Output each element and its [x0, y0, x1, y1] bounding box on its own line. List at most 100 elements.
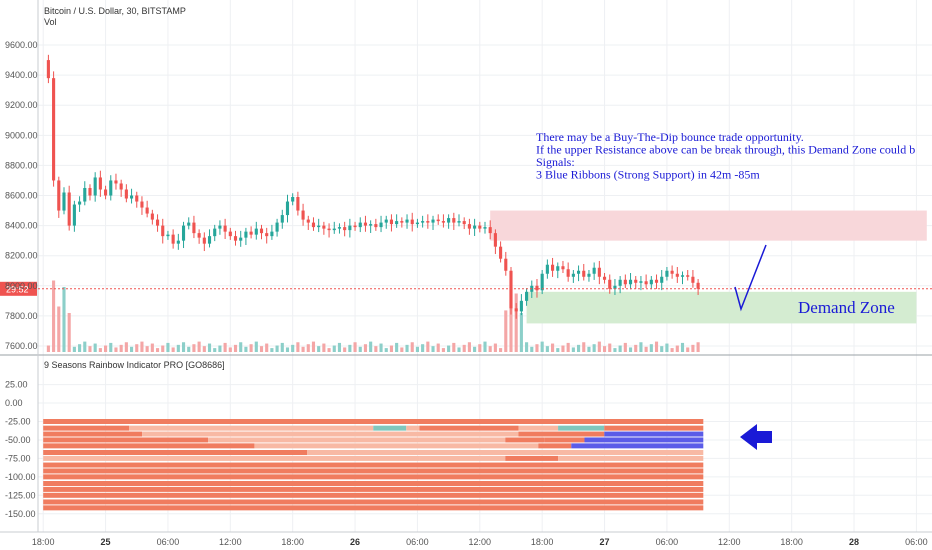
time-tick-3: 12:00	[219, 537, 242, 547]
volume-bar-93	[525, 342, 529, 352]
volume-bar-54	[322, 343, 326, 352]
indicator-tick-3: -50.00	[5, 435, 31, 445]
volume-bar-38	[239, 342, 243, 352]
volume-bar-41	[254, 341, 258, 352]
ribbon-4-seg-1	[254, 443, 539, 449]
volume-bar-42	[259, 346, 264, 352]
demand-zone	[526, 291, 917, 324]
price-tick-2: 9200.00	[5, 100, 38, 110]
volume-bar-78	[447, 345, 451, 352]
volume-bar-16	[124, 342, 128, 352]
candle-body-4	[62, 192, 66, 211]
candle-body-99	[556, 266, 560, 271]
candle-body-38	[239, 237, 243, 241]
resistance-zone	[490, 210, 927, 241]
volume-bar-79	[452, 342, 456, 352]
time-tick-13: 28	[849, 537, 859, 547]
volume-bar-57	[337, 342, 342, 352]
candle-body-39	[244, 231, 248, 238]
price-tick-6: 8400.00	[5, 221, 38, 231]
candle-body-104	[582, 270, 586, 277]
volume-bar-51	[306, 344, 310, 352]
candle-body-52	[311, 222, 316, 228]
volume-bar-65	[379, 343, 383, 352]
candle-body-18	[135, 195, 139, 202]
indicator-tick-2: -25.00	[5, 417, 31, 427]
price-tick-8: 8000.00	[5, 281, 38, 291]
volume-bar-123	[680, 342, 685, 352]
candle-body-83	[473, 225, 477, 229]
volume-bar-35	[223, 342, 227, 352]
candle-body-1	[46, 60, 50, 79]
candle-body-101	[566, 269, 570, 277]
volume-bar-85	[483, 341, 487, 352]
volume-bar-49	[296, 342, 300, 352]
candle-body-43	[265, 233, 269, 237]
candle-body-17	[129, 195, 134, 199]
ribbon-11-seg-0	[43, 486, 704, 492]
volume-bar-30	[197, 341, 201, 352]
candle-body-19	[140, 201, 144, 208]
volume-bar-77	[441, 348, 445, 352]
volume-bar-62	[363, 344, 368, 352]
candle-body-110	[613, 285, 617, 289]
candle-body-26	[176, 240, 180, 244]
time-tick-4: 18:00	[281, 537, 304, 547]
resistance-zone-layer	[490, 210, 927, 324]
volume-bar-74	[426, 341, 430, 352]
volume-bar-20	[145, 346, 149, 352]
candle-body-114	[634, 279, 638, 283]
time-tick-7: 12:00	[469, 537, 492, 547]
candle-body-108	[602, 276, 607, 280]
time-tick-9: 27	[600, 537, 610, 547]
ribbon-6-seg-2	[505, 455, 559, 461]
volume-bar-25	[171, 347, 175, 352]
indicator-tick-0: 25.00	[5, 380, 28, 390]
ribbon-3-seg-4	[584, 437, 704, 443]
candle-body-40	[249, 231, 253, 235]
candle-body-103	[576, 270, 581, 274]
note-line-3: 3 Blue Ribbons (Strong Support) in 42m -…	[536, 168, 760, 182]
volume-bar-81	[462, 344, 466, 352]
volume-bar-124	[686, 347, 690, 352]
volume-bar-40	[249, 344, 253, 352]
price-tick-10: 7600.00	[5, 341, 38, 351]
candle-body-33	[213, 228, 217, 237]
time-tick-0: 18:00	[32, 537, 55, 547]
time-tick-8: 18:00	[531, 537, 554, 547]
ribbon-2-seg-2	[518, 431, 605, 437]
volume-bar-29	[192, 344, 196, 352]
volume-bar-14	[114, 347, 118, 352]
arrow-left-icon	[740, 424, 772, 450]
volume-bar-32	[207, 343, 212, 352]
volume-bar-67	[389, 345, 394, 352]
candle-body-87	[493, 233, 497, 247]
candle-body-96	[540, 273, 544, 291]
volume-bar-24	[166, 342, 170, 352]
volume-bar-102	[571, 347, 575, 352]
volume-bar-8	[83, 341, 87, 352]
candle-body-92	[519, 300, 523, 312]
volume-bar-95	[535, 344, 539, 352]
volume-bar-64	[374, 346, 378, 352]
ribbon-6-seg-0	[43, 455, 420, 461]
volume-bar-110	[613, 348, 617, 352]
candle-body-65	[379, 222, 383, 228]
candle-body-46	[280, 215, 284, 223]
candle-body-109	[608, 279, 612, 289]
volume-bar-87	[493, 343, 497, 352]
candle-body-61	[358, 222, 362, 228]
candle-body-69	[400, 221, 404, 223]
candle-body-3	[57, 180, 61, 211]
candle-body-21	[150, 213, 154, 220]
volume-bar-45	[275, 345, 279, 352]
volume-bar-56	[332, 345, 336, 352]
volume-bar-119	[660, 346, 664, 352]
candle-body-72	[415, 222, 419, 225]
volume-bar-2	[52, 280, 56, 352]
volume-bar-83	[473, 346, 477, 352]
candle-body-86	[488, 227, 492, 234]
candle-body-112	[623, 279, 627, 285]
candle-body-59	[348, 225, 352, 231]
